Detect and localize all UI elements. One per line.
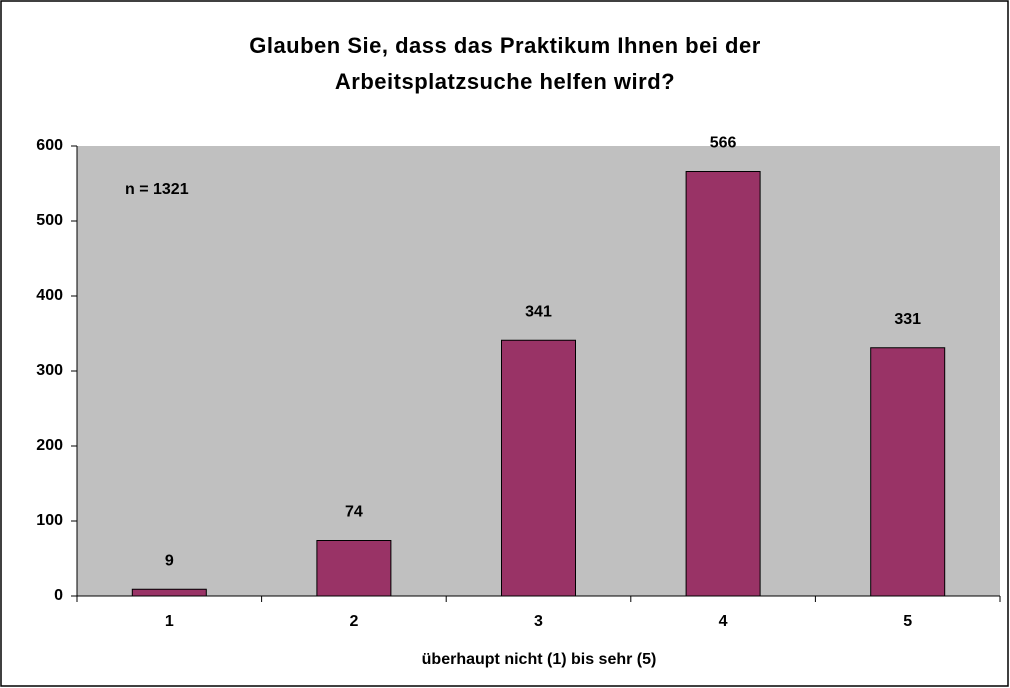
x-tick-label: 3 xyxy=(534,613,543,630)
y-tick-label: 600 xyxy=(36,137,63,154)
x-tick-label: 4 xyxy=(719,613,728,630)
annotation: n = 1321 xyxy=(125,181,189,198)
bar xyxy=(501,339,576,597)
y-tick-label: 0 xyxy=(54,587,63,604)
chart-title: Glauben Sie, dass das Praktikum Ihnen be… xyxy=(249,33,761,94)
x-tick-label: 2 xyxy=(349,613,358,630)
y-tick-label: 200 xyxy=(36,437,63,454)
value-label: 566 xyxy=(710,135,737,152)
bar xyxy=(870,347,946,597)
bar xyxy=(316,540,392,597)
x-tick-label: 5 xyxy=(903,613,912,630)
x-axis-title: überhaupt nicht (1) bis sehr (5) xyxy=(422,651,657,668)
value-label: 341 xyxy=(525,303,552,320)
bar xyxy=(685,171,761,597)
y-tick-label: 300 xyxy=(36,362,63,379)
y-tick-label: 500 xyxy=(36,212,63,229)
value-label: 9 xyxy=(165,552,174,569)
x-tick-label: 1 xyxy=(165,613,174,630)
value-label: 74 xyxy=(345,504,363,521)
value-label: 331 xyxy=(894,311,921,328)
bar xyxy=(131,588,207,597)
y-tick-label: 400 xyxy=(36,287,63,304)
y-tick-label: 100 xyxy=(36,512,63,529)
